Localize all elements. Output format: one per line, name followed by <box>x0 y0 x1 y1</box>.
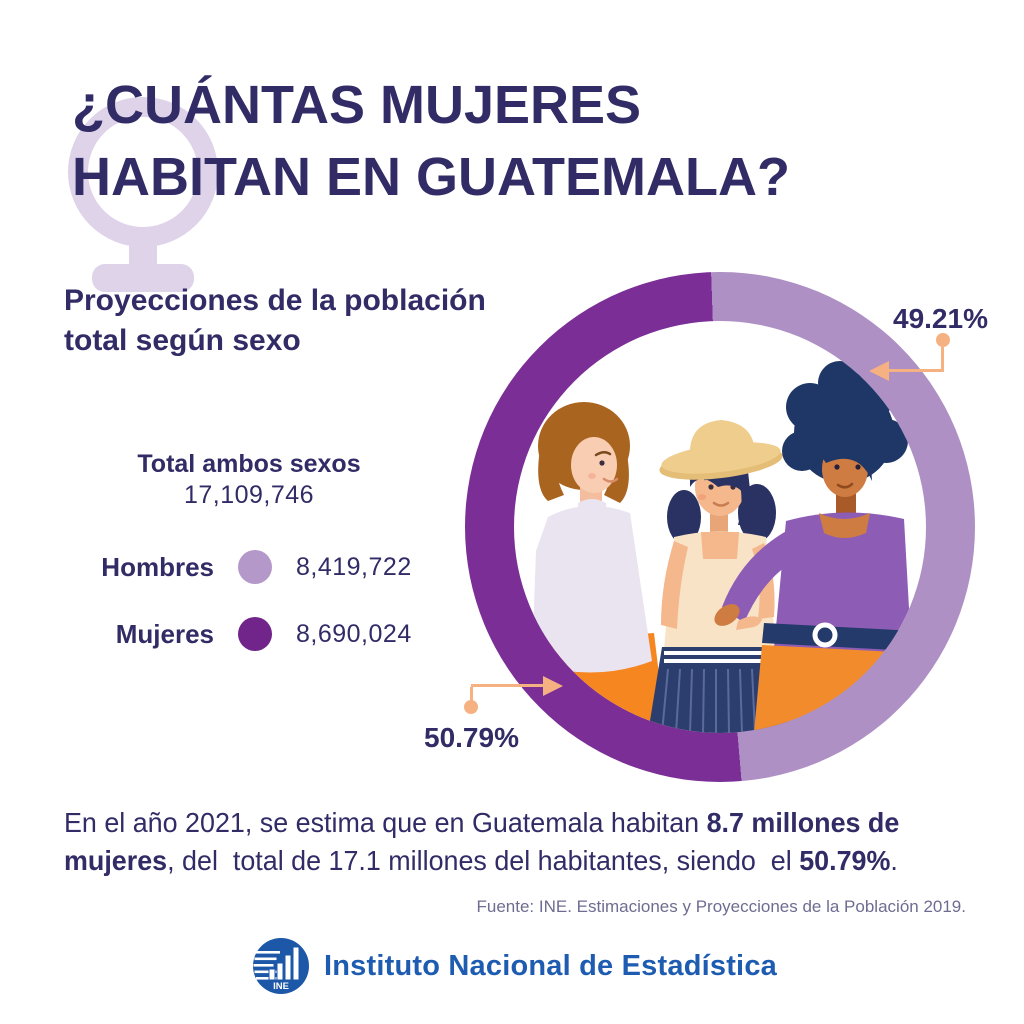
legend-dot-hombres <box>238 550 272 584</box>
callout-hombres-vline <box>941 347 944 372</box>
paragraph-seg2: , del total de 17.1 millones del habitan… <box>167 845 800 877</box>
source-note: Fuente: INE. Estimaciones y Proyecciones… <box>476 897 967 916</box>
subtitle-line-2: total según sexo <box>64 323 301 357</box>
ine-logo-icon: INE <box>253 938 309 994</box>
legend-label-mujeres: Mujeres <box>115 618 214 649</box>
callout-hombres-dot <box>936 333 950 347</box>
legend-value-mujeres: 8,690,024 <box>296 619 412 648</box>
legend-value-hombres: 8,419,722 <box>296 552 412 581</box>
woman-left <box>532 402 666 733</box>
paragraph-seg1: En el año 2021, se estima que en Guatema… <box>64 807 707 838</box>
callout-hombres-arrow-icon <box>869 361 889 381</box>
callout-mujeres-hline <box>471 684 545 687</box>
total-value: 17,109,746 <box>183 481 315 509</box>
title-line-1: ¿CUÁNTAS MUJERES <box>72 75 642 135</box>
legend-dot-mujeres <box>238 617 272 651</box>
callout-mujeres-percent: 50.79% <box>424 722 519 753</box>
total-label: Total ambos sexos <box>137 450 361 478</box>
callout-mujeres-dot <box>464 700 478 714</box>
title-line-2: HABITAN EN GUATEMALA? <box>72 146 790 207</box>
callout-hombres-hline <box>888 369 943 372</box>
callout-mujeres-vline <box>470 687 473 702</box>
gesturing-hand <box>736 616 762 630</box>
ine-logo-text: INE <box>273 981 289 992</box>
legend-label-hombres: Hombres <box>101 551 214 582</box>
paragraph-bold3: 50.79% <box>799 845 891 877</box>
footer: INE Instituto Nacional de Estadística <box>252 934 777 998</box>
legend-row-mujeres: Mujeres 8,690,024 <box>72 614 492 654</box>
summary-paragraph: En el año 2021, se estima que en Guatema… <box>64 804 1014 880</box>
subtitle-line-1: Proyecciones de la población <box>64 284 486 317</box>
three-women-illustration <box>532 361 918 733</box>
paragraph-bold2: mujeres <box>64 845 168 877</box>
callout-mujeres-arrow-icon <box>543 676 563 696</box>
donut-chart-center <box>514 321 926 733</box>
paragraph-seg3: . <box>890 845 898 877</box>
callout-hombres-percent: 49.21% <box>893 303 988 334</box>
page-title: ¿CUÁNTAS MUJERES HABITAN EN GUATEMALA? <box>72 70 790 214</box>
donut-chart <box>465 272 975 782</box>
paragraph-bold1: 8.7 millones de <box>706 807 900 838</box>
organization-name: Instituto Nacional de Estadística <box>324 949 777 982</box>
chart-subtitle: Proyecciones de la población total según… <box>64 281 486 360</box>
legend-row-hombres: Hombres 8,419,722 <box>72 547 492 587</box>
